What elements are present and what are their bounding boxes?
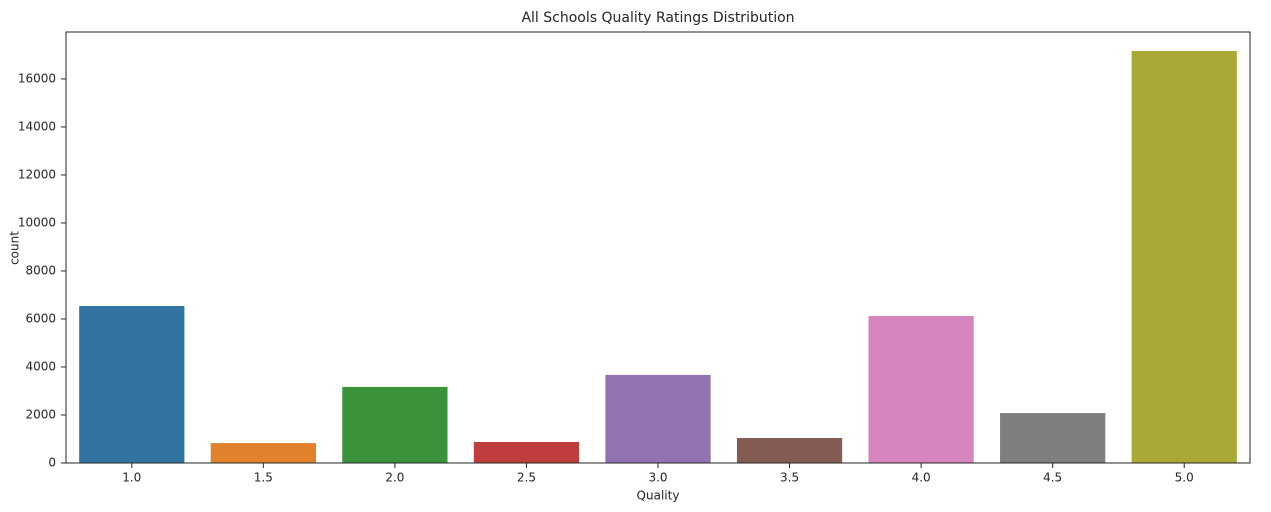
y-tick-label: 4000 bbox=[25, 359, 56, 373]
y-tick-label: 16000 bbox=[18, 71, 56, 85]
y-tick-label: 2000 bbox=[25, 407, 56, 421]
y-tick-label: 8000 bbox=[25, 263, 56, 277]
x-tick-label: 2.0 bbox=[385, 471, 404, 485]
bar bbox=[79, 306, 185, 463]
x-tick-label: 4.5 bbox=[1043, 471, 1062, 485]
x-tick-label: 3.0 bbox=[648, 471, 667, 485]
bar bbox=[736, 438, 843, 463]
x-tick-label: 4.0 bbox=[912, 471, 931, 485]
bar bbox=[605, 374, 711, 463]
bar bbox=[868, 315, 974, 463]
y-tick-label: 0 bbox=[48, 456, 56, 470]
x-tick-label: 5.0 bbox=[1175, 471, 1194, 485]
x-axis-label: Quality bbox=[637, 489, 680, 503]
bar bbox=[473, 441, 580, 463]
bar bbox=[342, 386, 448, 463]
y-tick-label: 14000 bbox=[18, 119, 56, 133]
y-tick-label: 6000 bbox=[25, 311, 56, 325]
y-tick-label: 12000 bbox=[18, 167, 56, 181]
x-tick-label: 3.5 bbox=[780, 471, 799, 485]
y-axis-label: count bbox=[8, 231, 22, 265]
bar bbox=[1000, 413, 1106, 463]
plot-frame bbox=[65, 31, 1251, 464]
bar bbox=[210, 443, 316, 463]
x-tick-label: 1.0 bbox=[122, 471, 141, 485]
bar bbox=[1131, 50, 1237, 463]
x-tick-label: 2.5 bbox=[517, 471, 536, 485]
chart-title: All Schools Quality Ratings Distribution bbox=[521, 10, 794, 26]
y-tick-label: 10000 bbox=[18, 215, 56, 229]
x-tick-label: 1.5 bbox=[254, 471, 273, 485]
